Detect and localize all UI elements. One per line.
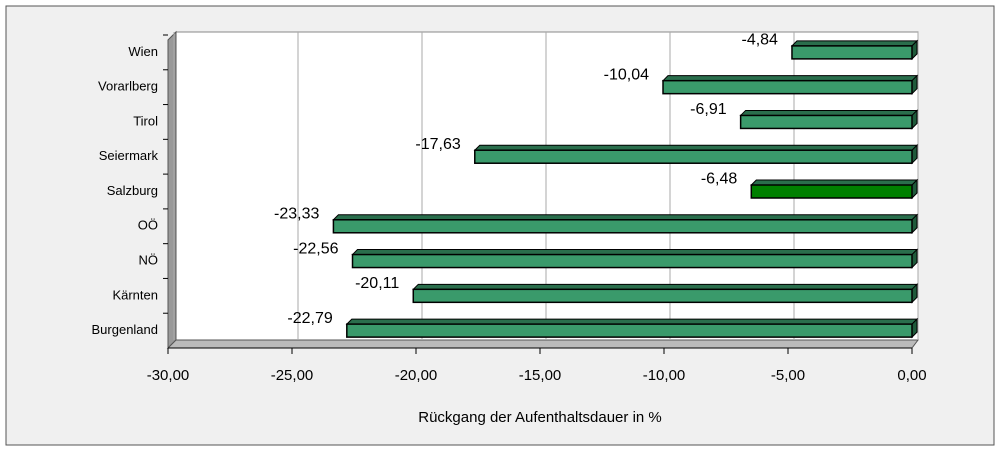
floor	[166, 339, 919, 349]
value-label: -6,48	[701, 171, 738, 188]
y-tick-label: Salzburg	[107, 183, 158, 198]
value-label: -6,91	[690, 101, 727, 118]
y-tick-label: Seiermark	[99, 148, 159, 163]
side-wall	[167, 30, 177, 350]
x-tick-label: -5,00	[771, 367, 805, 384]
x-tick-label: -30,00	[147, 367, 190, 384]
x-tick-label: -15,00	[519, 367, 562, 384]
value-label: -4,84	[741, 32, 778, 49]
x-tick-label: 0,00	[897, 367, 926, 384]
value-label: -23,33	[274, 205, 319, 222]
value-label: -22,79	[287, 310, 332, 327]
x-axis-title: Rückgang der Aufenthaltsdauer in %	[418, 409, 662, 426]
x-tick-label: -25,00	[271, 367, 314, 384]
bar	[750, 184, 913, 199]
bar	[662, 79, 913, 95]
bar	[412, 288, 913, 304]
value-label: -22,56	[293, 240, 338, 257]
x-tick-label: -20,00	[395, 367, 438, 384]
value-label: -17,63	[415, 136, 460, 153]
y-tick-label: Wien	[128, 44, 158, 59]
y-tick-label: NÖ	[139, 252, 159, 267]
bar	[332, 219, 913, 234]
value-label: -10,04	[604, 66, 649, 83]
bar	[346, 323, 913, 338]
bar	[474, 149, 913, 164]
y-tick-label: OÖ	[138, 218, 158, 233]
y-tick-label: Vorarlberg	[98, 79, 158, 94]
bar	[739, 114, 913, 130]
y-tick-label: Kärnten	[112, 287, 158, 302]
x-tick-label: -10,00	[643, 367, 686, 384]
y-tick-label: Tirol	[133, 113, 158, 128]
bar	[791, 45, 913, 60]
y-tick-label: Burgenland	[92, 322, 159, 337]
value-label: -20,11	[355, 275, 399, 292]
bar	[351, 253, 913, 269]
